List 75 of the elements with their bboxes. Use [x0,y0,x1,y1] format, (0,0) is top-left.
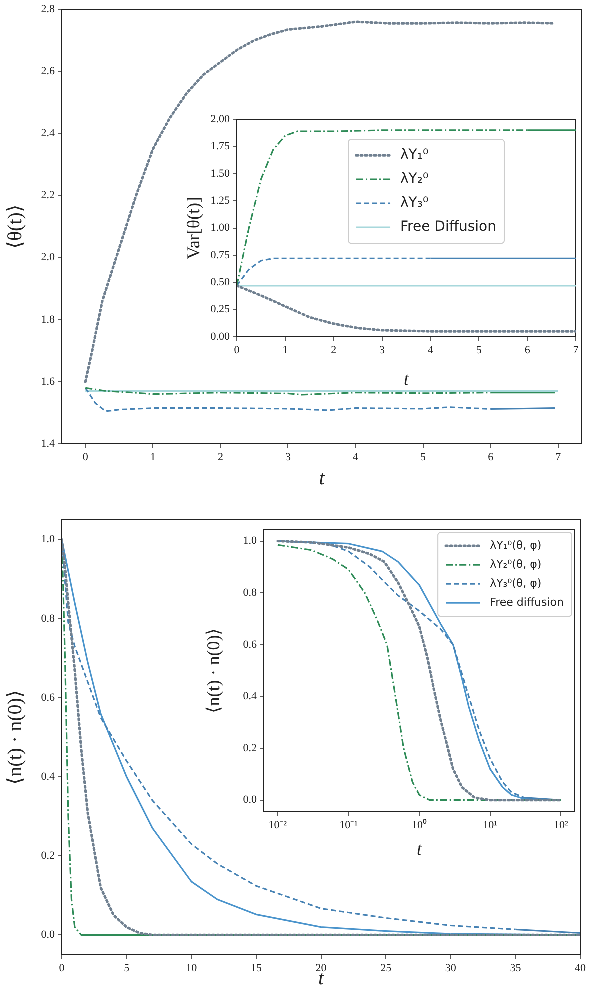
y-tick-label: 1.4 [41,438,56,450]
legend-label: λY₁⁰(θ, φ) [490,538,542,552]
y-tick-label: 0.6 [243,638,258,651]
x-tick-label: 10 [186,962,198,974]
legend-label: λY₂⁰ [400,171,429,188]
y-tick-label: 0.50 [210,276,230,289]
x-tick-label: 10⁻² [268,819,288,832]
legend-label: λY₁⁰ [400,147,429,164]
y-tick-label: 2.2 [41,190,55,202]
line-series [237,284,576,333]
x-axis-title: t [404,368,410,389]
y-tick-label: 0.8 [243,586,258,599]
x-tick-label: 1 [150,451,156,464]
y-tick-label: 0.8 [41,612,56,625]
legend-label: Free diffusion [490,596,564,609]
x-tick-label: 10² [554,819,569,832]
y-tick-label: 1.25 [210,195,230,208]
y-tick-label: 0.4 [243,690,258,703]
x-tick-label: 10⁰ [412,818,428,832]
x-tick-label: 7 [573,344,580,356]
y-tick-label: 0.2 [41,850,55,862]
x-tick-label: 7 [556,451,562,464]
y-tick-label: 1.00 [210,222,230,234]
y-tick-label: 0.0 [41,929,56,942]
x-tick-label: 2 [218,451,224,464]
y-tick-label: 0.0 [243,794,258,806]
y-tick-label: 1.6 [41,376,56,388]
x-tick-label: 6 [524,344,531,356]
x-tick-label: 3 [380,344,386,356]
y-tick-label: 0.00 [210,330,230,343]
x-tick-label: 4 [428,344,434,356]
y-tick-label: 0.25 [210,304,230,316]
y-tick-label: 0.4 [41,770,56,783]
y-tick-label: 2.4 [41,128,56,140]
y-axis-title: ⟨θ(t)⟩ [4,204,26,250]
y-tick-label: 2.6 [41,66,56,78]
line-series [84,20,556,384]
y-tick-label: 1.0 [243,535,258,548]
legend-label: Free Diffusion [400,219,496,236]
y-tick-label: 1.0 [41,534,56,546]
x-tick-label: 0 [234,344,240,356]
x-tick-label: 0 [82,451,89,464]
x-tick-label: 15 [250,962,262,974]
y-tick-label: 2.00 [210,113,230,126]
x-axis-title: t [319,467,326,490]
x-tick-label: 4 [353,451,360,464]
x-tick-label: 35 [510,962,522,974]
y-axis-title: Var[θ(t)] [184,197,204,260]
x-tick-label: 10¹ [483,819,498,832]
y-tick-label: 1.8 [41,314,56,326]
legend-label: λY₂⁰(θ, φ) [490,558,542,571]
x-tick-label: 5 [420,451,427,464]
y-axis-title: ⟨n(t) · n(0)⟩ [204,628,224,714]
x-tick-label: 6 [488,451,494,464]
legend-label: λY₃⁰(θ, φ) [490,576,542,590]
x-tick-label: 30 [445,962,457,974]
y-tick-label: 0.2 [243,742,257,754]
x-tick-label: 10⁻¹ [340,819,358,832]
y-tick-label: 2.0 [41,252,56,264]
y-tick-label: 0.6 [41,692,56,704]
x-tick-label: 2 [331,344,337,356]
x-axis-title: t [416,838,423,859]
x-tick-label: 25 [380,962,392,974]
y-tick-label: 1.50 [210,168,230,180]
x-tick-label: 1 [282,344,288,356]
y-tick-label: 2.8 [41,3,56,16]
y-axis-title: ⟨n(t) · n(0)⟩ [4,690,26,785]
x-tick-label: 0 [59,962,66,974]
x-tick-label: 40 [575,962,586,974]
x-tick-label: 5 [124,962,130,974]
x-tick-label: 3 [285,451,292,464]
y-tick-label: 0.75 [210,249,230,262]
y-tick-label: 1.75 [210,140,230,153]
legend-label: λY₃⁰ [400,195,429,212]
x-tick-label: 5 [476,344,482,356]
